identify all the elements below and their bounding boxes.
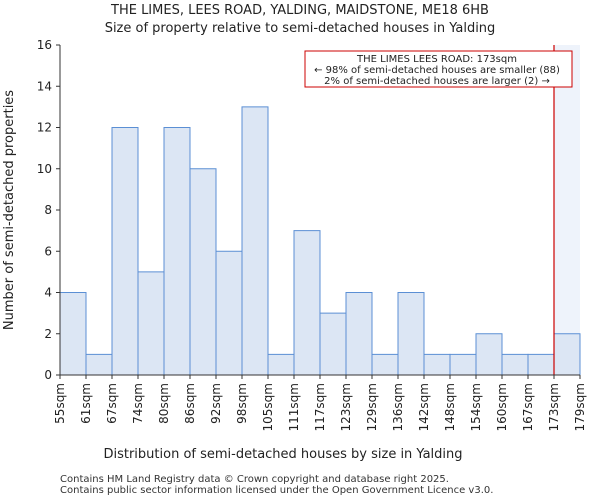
x-tick-label-111sqm: 111sqm xyxy=(287,383,301,431)
y-tick-label-8: 8 xyxy=(44,203,52,217)
annotation-border xyxy=(304,50,573,88)
bar-98sqm xyxy=(241,106,269,376)
footer-line-1: Contains HM Land Registry data © Crown c… xyxy=(60,474,449,485)
bar-111sqm xyxy=(293,230,321,376)
bar-167sqm xyxy=(527,353,555,376)
x-axis-label: Distribution of semi-detached houses by … xyxy=(103,447,462,462)
x-tick-label-179sqm: 179sqm xyxy=(573,383,587,431)
bar-55sqm xyxy=(59,292,87,376)
y-tick-label-4: 4 xyxy=(44,286,52,300)
y-tick-label-2: 2 xyxy=(44,327,52,341)
bar-142sqm xyxy=(423,353,451,376)
y-tick-label-10: 10 xyxy=(37,162,52,176)
bar-160sqm xyxy=(501,353,529,376)
y-tick-label-0: 0 xyxy=(44,368,52,382)
x-tick-label-105sqm: 105sqm xyxy=(261,383,275,431)
x-tick-label-74sqm: 74sqm xyxy=(131,383,145,424)
x-tick-label-148sqm: 148sqm xyxy=(443,383,457,431)
bar-74sqm xyxy=(137,271,165,376)
x-tick-label-80sqm: 80sqm xyxy=(157,383,171,424)
bar-80sqm xyxy=(163,127,191,376)
y-axis-label: Number of semi-detached properties xyxy=(2,90,17,330)
chart-title: THE LIMES, LEES ROAD, YALDING, MAIDSTONE… xyxy=(110,3,489,18)
annotation-line-2: ← 98% of semi-detached houses are smalle… xyxy=(314,65,560,76)
bar-105sqm xyxy=(267,353,295,376)
y-tick-label-16: 16 xyxy=(37,38,52,52)
highlight-region xyxy=(554,45,580,375)
x-tick-label-123sqm: 123sqm xyxy=(339,383,353,431)
bar-154sqm xyxy=(475,333,503,376)
y-tick-label-14: 14 xyxy=(37,79,52,93)
x-tick-label-136sqm: 136sqm xyxy=(391,383,405,431)
annotation-box: THE LIMES LEES ROAD: 173sqm ← 98% of sem… xyxy=(304,50,573,88)
bar-86sqm xyxy=(189,168,217,376)
bar-67sqm xyxy=(111,127,139,376)
bar-148sqm xyxy=(449,353,477,376)
bar-117sqm xyxy=(319,312,347,376)
bar-136sqm xyxy=(397,292,425,376)
footer-line-2: Contains public sector information licen… xyxy=(60,485,494,496)
x-tick-label-61sqm: 61sqm xyxy=(79,383,93,424)
annotation-line-1: THE LIMES LEES ROAD: 173sqm xyxy=(356,54,517,65)
bar-173sqm xyxy=(553,333,581,376)
x-tick-label-160sqm: 160sqm xyxy=(495,383,509,431)
x-tick-label-98sqm: 98sqm xyxy=(235,383,249,424)
x-tick-label-92sqm: 92sqm xyxy=(209,383,223,424)
x-tick-label-129sqm: 129sqm xyxy=(365,383,379,431)
x-tick-label-167sqm: 167sqm xyxy=(521,383,535,431)
bar-129sqm xyxy=(371,353,399,376)
x-tick-label-173sqm: 173sqm xyxy=(547,383,561,431)
annotation-line-3: 2% of semi-detached houses are larger (2… xyxy=(324,76,550,87)
x-tick-label-86sqm: 86sqm xyxy=(183,383,197,424)
chart-subtitle: Size of property relative to semi-detach… xyxy=(105,21,496,36)
y-tick-label-12: 12 xyxy=(37,121,52,135)
x-tick-label-142sqm: 142sqm xyxy=(417,383,431,431)
x-tick-label-55sqm: 55sqm xyxy=(53,383,67,424)
y-tick-label-6: 6 xyxy=(44,244,52,258)
bar-92sqm xyxy=(215,250,243,376)
bar-61sqm xyxy=(85,353,113,376)
x-tick-label-67sqm: 67sqm xyxy=(105,383,119,424)
bar-123sqm xyxy=(345,292,373,376)
x-tick-label-117sqm: 117sqm xyxy=(313,383,327,431)
x-tick-label-154sqm: 154sqm xyxy=(469,383,483,431)
